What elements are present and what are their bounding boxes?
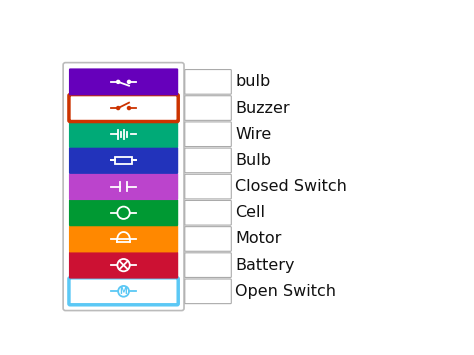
FancyBboxPatch shape: [69, 199, 178, 226]
Circle shape: [117, 106, 120, 110]
FancyBboxPatch shape: [69, 173, 178, 200]
Text: Closed Switch: Closed Switch: [235, 179, 347, 194]
FancyBboxPatch shape: [185, 148, 231, 173]
Circle shape: [128, 80, 130, 83]
Circle shape: [128, 106, 130, 110]
FancyBboxPatch shape: [185, 201, 231, 225]
FancyBboxPatch shape: [185, 96, 231, 120]
FancyBboxPatch shape: [185, 122, 231, 147]
FancyBboxPatch shape: [185, 174, 231, 199]
FancyBboxPatch shape: [69, 147, 178, 174]
Bar: [115, 157, 132, 164]
Text: Battery: Battery: [235, 258, 295, 273]
FancyBboxPatch shape: [185, 226, 231, 251]
FancyBboxPatch shape: [69, 225, 178, 252]
FancyBboxPatch shape: [63, 62, 184, 311]
FancyBboxPatch shape: [185, 70, 231, 94]
Text: Bulb: Bulb: [235, 153, 271, 168]
FancyBboxPatch shape: [69, 121, 178, 148]
FancyBboxPatch shape: [69, 94, 178, 121]
FancyBboxPatch shape: [69, 69, 178, 95]
Text: Open Switch: Open Switch: [235, 284, 336, 299]
Text: Cell: Cell: [235, 205, 265, 220]
Text: Buzzer: Buzzer: [235, 100, 290, 115]
Text: bulb: bulb: [235, 74, 271, 89]
Text: M: M: [120, 287, 128, 296]
FancyBboxPatch shape: [69, 252, 178, 279]
FancyBboxPatch shape: [69, 278, 178, 305]
FancyBboxPatch shape: [185, 279, 231, 304]
Text: Wire: Wire: [235, 127, 272, 142]
Text: Motor: Motor: [235, 231, 282, 246]
Circle shape: [117, 80, 120, 83]
FancyBboxPatch shape: [185, 253, 231, 278]
